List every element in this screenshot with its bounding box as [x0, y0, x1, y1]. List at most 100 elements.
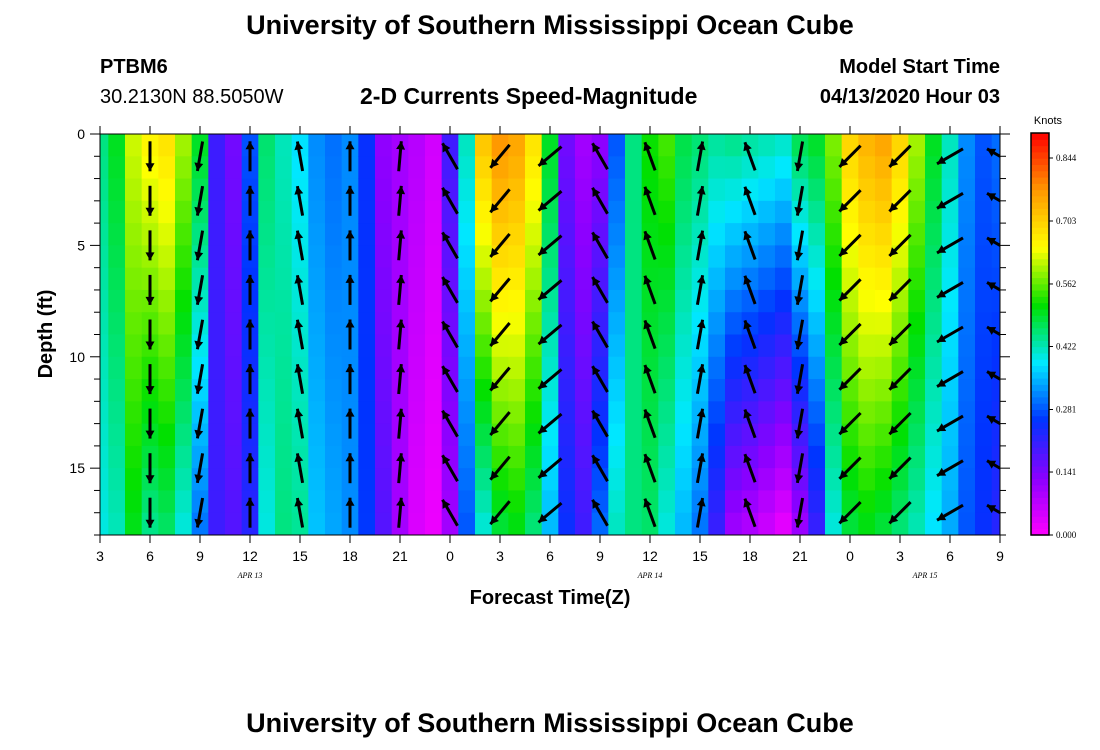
colorbar-swatch — [1031, 447, 1049, 454]
heatmap-cell — [308, 490, 326, 514]
heatmap-cell — [208, 445, 226, 469]
heatmap-cell — [608, 445, 626, 469]
heatmap-cell — [475, 289, 493, 313]
arrow-head — [145, 519, 155, 528]
colorbar-swatch — [1031, 239, 1049, 247]
current-arrow — [345, 364, 355, 395]
heatmap-cell — [225, 445, 243, 469]
heatmap-cell — [975, 468, 993, 492]
current-arrow — [794, 408, 805, 439]
heatmap-cell — [908, 200, 926, 224]
heatmap-cell — [475, 134, 493, 157]
heatmap-cell — [558, 178, 576, 202]
heatmap-cell — [158, 178, 176, 202]
arrow-head — [194, 385, 204, 394]
heatmap-cell — [958, 490, 976, 514]
arrow-head — [889, 380, 899, 390]
heatmap-cell — [275, 468, 293, 492]
heatmap-cell — [775, 356, 793, 380]
heatmap-cell — [558, 356, 576, 380]
heatmap-cell — [325, 267, 343, 291]
current-arrow — [643, 275, 657, 305]
arrow-head — [743, 320, 752, 330]
heatmap-cell — [841, 245, 859, 269]
heatmap-cell — [941, 334, 959, 358]
heatmap-cell — [225, 401, 243, 425]
heatmap-cell — [525, 200, 543, 224]
heatmap-cell — [541, 267, 559, 291]
arrow-head — [889, 158, 899, 167]
heatmap-cell — [858, 289, 876, 313]
heatmap-cell — [358, 178, 376, 202]
x-tick-label: 6 — [146, 548, 154, 564]
heatmap-cell — [508, 423, 526, 447]
heatmap-cell — [775, 312, 793, 336]
current-arrow — [643, 498, 657, 528]
heatmap-cell — [658, 512, 676, 535]
heatmap-cell — [525, 334, 543, 358]
heatmap-cell — [675, 200, 693, 224]
heatmap-cell — [825, 423, 843, 447]
heatmap-cell — [308, 379, 326, 402]
heatmap-cell — [475, 468, 493, 492]
current-arrow — [294, 230, 305, 261]
y-tick-label: 0 — [77, 126, 85, 142]
heatmap-cell — [608, 312, 626, 336]
heatmap-cell — [775, 512, 793, 535]
current-arrow — [194, 364, 205, 395]
arrow-head — [592, 410, 601, 420]
heatmap-cell — [525, 379, 543, 402]
colorbar-tick-label: 0.703 — [1056, 216, 1077, 226]
heatmap-cell — [991, 178, 1000, 202]
heatmap-cell — [925, 223, 943, 246]
heatmap-cell — [525, 267, 543, 291]
heatmap-cell — [558, 512, 576, 535]
heatmap-cell — [941, 512, 959, 535]
heatmap-cell — [558, 289, 576, 313]
current-arrow — [345, 453, 355, 484]
heatmap-cell — [358, 356, 376, 380]
colorbar-swatch — [1031, 403, 1049, 410]
heatmap-cell — [608, 334, 626, 358]
heatmap-cell — [675, 445, 693, 469]
heatmap-cell — [641, 245, 659, 269]
heatmap-cell — [358, 245, 376, 269]
arrow-head — [937, 289, 947, 298]
heatmap-cell — [258, 512, 276, 535]
heatmap-cell — [908, 468, 926, 492]
heatmap-cell — [108, 423, 126, 447]
heatmap-cell — [375, 178, 393, 202]
current-arrow — [888, 233, 912, 258]
heatmap-cell — [891, 156, 909, 180]
current-arrow — [489, 500, 511, 526]
heatmap-cell — [558, 379, 576, 402]
heatmap-cell — [858, 134, 876, 157]
heatmap-cell — [558, 200, 576, 224]
heatmap-cell — [741, 245, 759, 269]
current-arrow — [695, 497, 706, 528]
colorbar-tick-label: 0.281 — [1056, 404, 1076, 414]
heatmap-cell — [875, 312, 893, 336]
heatmap-cell — [225, 245, 243, 269]
heatmap-cell — [675, 401, 693, 425]
colorbar-swatch — [1031, 227, 1049, 235]
heatmap-cell — [308, 401, 326, 425]
heatmap-cell — [108, 401, 126, 425]
current-arrow — [345, 408, 355, 439]
arrow-head — [294, 453, 304, 463]
heatmap-cell — [975, 401, 993, 425]
arrow-head — [987, 327, 997, 335]
heatmap-cell — [275, 512, 293, 535]
heatmap-cell — [841, 356, 859, 380]
heatmap-cell — [858, 401, 876, 425]
heatmap-cell — [258, 289, 276, 313]
heatmap-cell — [658, 267, 676, 291]
heatmap-cell — [941, 356, 959, 380]
heatmap-cell — [925, 490, 943, 514]
arrow-head — [839, 247, 849, 256]
heatmap-cell — [841, 200, 859, 224]
heatmap-cell — [858, 223, 876, 246]
current-arrow — [986, 370, 1000, 381]
arrow-head — [839, 202, 849, 212]
heatmap-cell — [675, 312, 693, 336]
